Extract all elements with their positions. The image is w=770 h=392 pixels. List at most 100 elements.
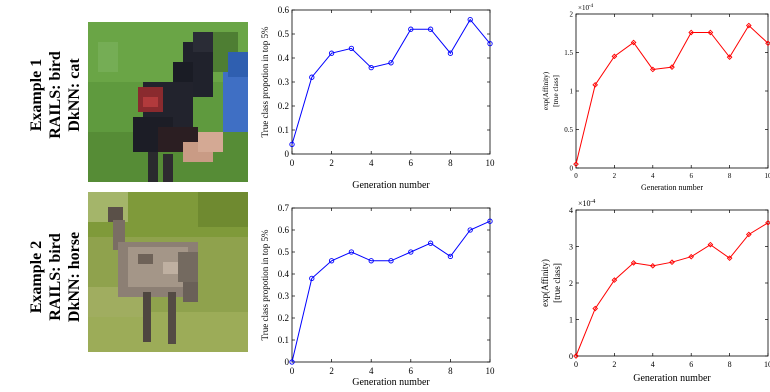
y-scale-exponent: -4 [589, 3, 594, 9]
x-tick-label: 6 [689, 360, 693, 369]
x-tick-label: 2 [612, 360, 616, 369]
data-point [688, 253, 695, 260]
data-point [573, 353, 579, 359]
x-tick-label: 4 [651, 360, 655, 369]
data-point [309, 74, 315, 80]
x-tick-label: 4 [369, 158, 374, 168]
y-tick-label: 0.4 [278, 53, 290, 63]
y-axis-label-line: exp(Affinity) [542, 71, 550, 110]
x-tick-label: 6 [689, 172, 693, 180]
y-tick-label: 0 [570, 164, 574, 172]
data-point [630, 260, 637, 266]
data-point [487, 40, 493, 47]
x-tick-label: 0 [290, 366, 295, 376]
y-tick-label: 0.3 [278, 77, 290, 87]
data-point [368, 258, 374, 264]
x-tick-label: 0 [574, 360, 578, 369]
example-2-image [88, 192, 248, 352]
y-tick-label: 0.6 [278, 225, 290, 235]
x-axis-label: Generation number [352, 180, 430, 191]
x-tick-label: 8 [448, 158, 453, 168]
chart-top-affinity: 0 2 4 6 8 10 0 0.5 1 1.5 2 ×10 -4 Generation number ex… [542, 3, 770, 192]
y-tick-label: 2 [569, 279, 573, 288]
data-point [408, 26, 414, 32]
data-point [669, 259, 675, 266]
data-point [688, 29, 695, 36]
y-tick-label: 3 [569, 242, 573, 251]
plot-frame [575, 209, 769, 357]
data-point [348, 45, 355, 52]
data-point [726, 255, 733, 262]
data-point [592, 305, 599, 312]
y-tick-label: 0 [569, 352, 573, 361]
data-point [408, 249, 414, 255]
series-line [575, 24, 769, 165]
y-scale-label: ×10 [578, 199, 591, 208]
y-axis-label: True class propotion in top 5% [260, 229, 270, 340]
y-axis-label-line: exp(Affinity) [540, 259, 550, 307]
y-tick-label: 0.3 [278, 291, 290, 301]
data-point [309, 275, 315, 282]
data-point [447, 50, 454, 56]
y-tick-label: 0 [285, 357, 290, 367]
y-axis-label-line: [true class] [552, 263, 562, 303]
x-tick-label: 4 [651, 172, 655, 180]
x-tick-label: 8 [728, 360, 732, 369]
x-tick-label: 2 [329, 366, 334, 376]
data-point [467, 227, 473, 233]
y-tick-label: 0.1 [278, 125, 289, 135]
data-point [328, 258, 335, 264]
series-line [575, 222, 769, 357]
x-tick-label: 4 [369, 366, 374, 376]
data-point [707, 241, 714, 248]
y-tick-label: 4 [569, 206, 573, 215]
x-axis-label: Generation number [352, 377, 430, 388]
y-tick-label: 1 [570, 87, 574, 95]
data-point [669, 64, 675, 70]
x-axis-label: Generation number [633, 373, 711, 384]
chart-bottom-affinity: 0 2 4 6 8 10 0 1 2 3 4 ×10 -4 Generation number exp(Af… [540, 198, 770, 384]
y-scale-exponent: -4 [590, 198, 596, 205]
y-tick-label: 0.6 [278, 5, 290, 15]
data-point [573, 161, 579, 167]
data-point [765, 219, 770, 226]
data-point [388, 258, 394, 264]
x-tick-label: 10 [486, 366, 496, 376]
data-point [649, 263, 656, 269]
x-tick-label: 2 [329, 158, 334, 168]
y-tick-label: 2 [570, 10, 574, 18]
plot-frame [575, 13, 769, 169]
x-tick-label: 10 [486, 158, 496, 168]
series-line [291, 220, 491, 363]
data-point [707, 29, 714, 36]
data-point [348, 249, 355, 255]
y-tick-label: 0.7 [278, 203, 290, 213]
y-tick-label: 0 [285, 149, 290, 159]
plot-frame [291, 9, 491, 155]
y-tick-label: 1 [569, 315, 573, 324]
x-tick-label: 6 [409, 158, 414, 168]
y-tick-label: 0.2 [278, 313, 289, 323]
y-tick-label: 0.1 [278, 335, 289, 345]
data-point [328, 50, 335, 56]
data-point [388, 60, 394, 66]
y-scale-label: ×10 [578, 4, 589, 12]
data-point [289, 141, 295, 148]
y-tick-label: 0.5 [564, 126, 573, 134]
x-tick-label: 8 [728, 172, 732, 180]
data-point [447, 253, 454, 260]
data-point [611, 277, 618, 283]
data-point [368, 64, 374, 71]
data-point [427, 240, 434, 246]
y-tick-label: 0.5 [278, 247, 290, 257]
data-point [289, 359, 295, 365]
x-tick-label: 2 [613, 172, 617, 180]
data-point [467, 16, 473, 23]
y-tick-label: 0.2 [278, 101, 289, 111]
chart-bottom-proportion: 0 2 4 6 8 10 0 0.1 0.2 0.3 0.4 0.5 0.6 0.7 Generation … [260, 203, 495, 388]
x-tick-label: 6 [409, 366, 414, 376]
data-point [592, 82, 599, 88]
x-tick-label: 10 [765, 172, 770, 180]
example-1-image [88, 22, 248, 182]
